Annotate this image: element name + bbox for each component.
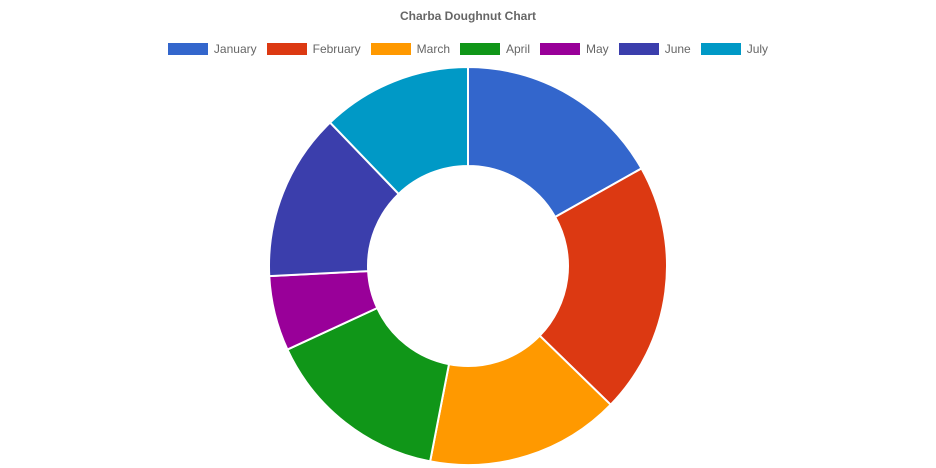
legend-item-may[interactable]: May bbox=[540, 42, 609, 56]
slice-april[interactable] bbox=[286, 306, 451, 463]
slice-february[interactable] bbox=[538, 167, 668, 407]
legend-item-january[interactable]: January bbox=[167, 42, 257, 56]
legend-label-april: April bbox=[506, 42, 531, 56]
legend-swatch-march bbox=[370, 43, 411, 55]
legend-swatch-april bbox=[460, 43, 500, 55]
slice-july[interactable] bbox=[328, 65, 469, 196]
legend-swatch-july bbox=[700, 43, 741, 55]
legend-swatch-january bbox=[167, 43, 208, 55]
legend-label-july: July bbox=[746, 42, 769, 56]
chart-legend: January February March April May June Ju… bbox=[0, 42, 936, 56]
legend-swatch-february bbox=[266, 43, 307, 55]
legend-item-july[interactable]: July bbox=[700, 42, 769, 56]
chart-title: Charba Doughnut Chart bbox=[400, 9, 536, 23]
legend-label-march: March bbox=[416, 42, 450, 56]
legend-label-may: May bbox=[586, 42, 609, 56]
slice-january[interactable] bbox=[467, 65, 643, 219]
legend-item-february[interactable]: February bbox=[266, 42, 361, 56]
legend-label-january: January bbox=[213, 42, 257, 56]
slice-march[interactable] bbox=[428, 334, 613, 466]
legend-item-april[interactable]: April bbox=[460, 42, 530, 56]
legend-item-march[interactable]: March bbox=[370, 42, 450, 56]
legend-label-june: June bbox=[664, 42, 691, 56]
legend-item-june[interactable]: June bbox=[618, 42, 691, 56]
legend-swatch-june bbox=[618, 43, 659, 55]
legend-label-february: February bbox=[312, 42, 361, 56]
legend-swatch-may bbox=[540, 43, 581, 55]
